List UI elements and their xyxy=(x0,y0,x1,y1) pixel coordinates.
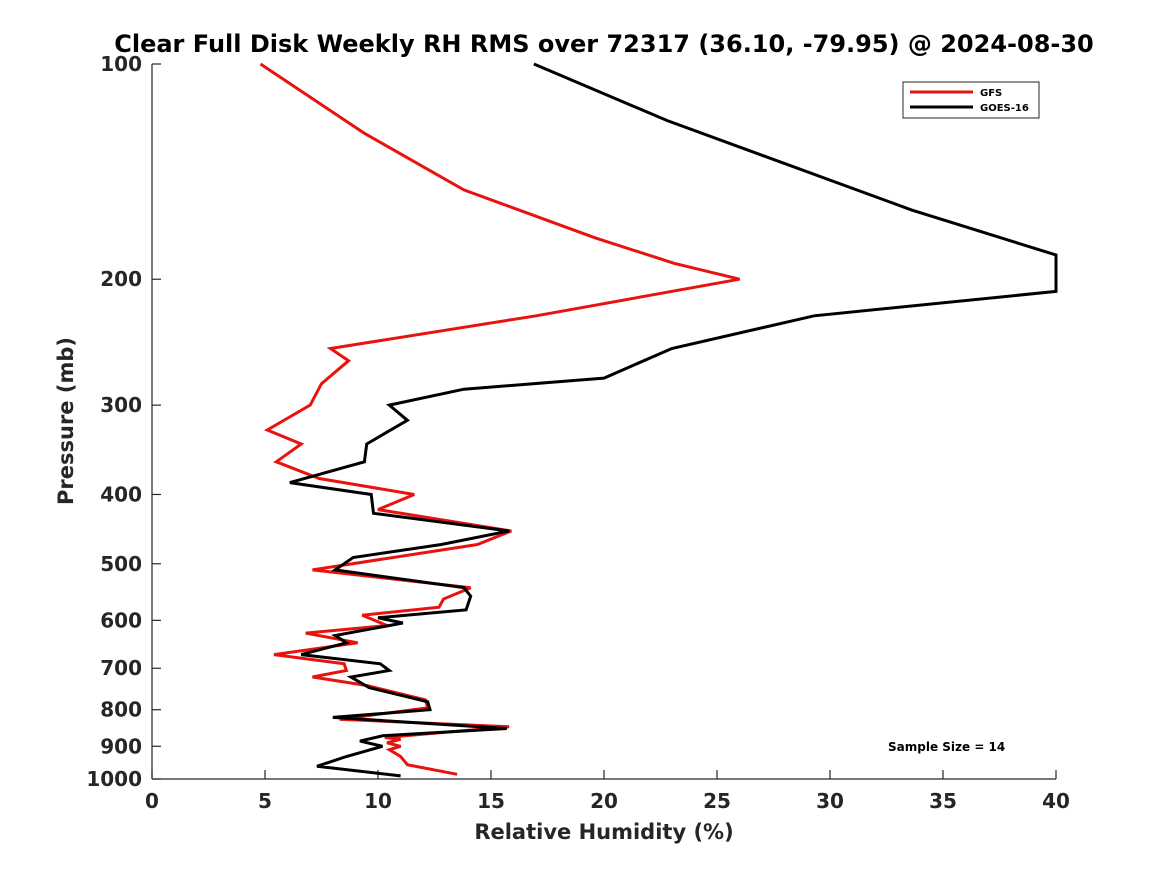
x-tick-label: 15 xyxy=(477,789,505,813)
data-series xyxy=(259,62,1058,778)
x-tick-label: 0 xyxy=(145,789,159,813)
x-tick-label: 5 xyxy=(258,789,272,813)
x-tick-label: 40 xyxy=(1042,789,1070,813)
chart-title: Clear Full Disk Weekly RH RMS over 72317… xyxy=(114,30,1094,58)
y-tick-label: 300 xyxy=(100,393,142,417)
y-tick-label: 200 xyxy=(100,267,142,291)
legend-label-gfs: GFS xyxy=(980,88,1002,99)
legend-label-goes16: GOES-16 xyxy=(980,103,1029,114)
y-tick-label: 600 xyxy=(100,608,142,632)
x-tick-label: 30 xyxy=(816,789,844,813)
series-line-gfs xyxy=(259,62,740,776)
sample-size-annotation: Sample Size = 14 xyxy=(888,740,1005,754)
axis-ticks: 0 5 10 15 20 25 30 35 40 100 200 300 400 500 600 700 800… xyxy=(86,52,1070,813)
x-tick-label: 35 xyxy=(929,789,957,813)
y-tick-label: 900 xyxy=(100,734,142,758)
y-tick-label: 1000 xyxy=(86,767,142,791)
x-tick-label: 10 xyxy=(364,789,392,813)
x-axis-title: Relative Humidity (%) xyxy=(474,820,733,844)
x-tick-label: 25 xyxy=(703,789,731,813)
legend-box xyxy=(902,81,1040,119)
y-axis-title: Pressure (mb) xyxy=(54,337,78,505)
y-tick-label: 800 xyxy=(100,698,142,722)
series-line-goes16 xyxy=(289,62,1058,778)
y-tick-label: 700 xyxy=(100,656,142,680)
y-tick-label: 500 xyxy=(100,552,142,576)
x-tick-label: 20 xyxy=(590,789,618,813)
y-tick-label: 100 xyxy=(100,52,142,76)
plot-axes xyxy=(151,64,1056,780)
legend: GFS GOES-16 xyxy=(902,81,1040,119)
y-tick-label: 400 xyxy=(100,482,142,506)
